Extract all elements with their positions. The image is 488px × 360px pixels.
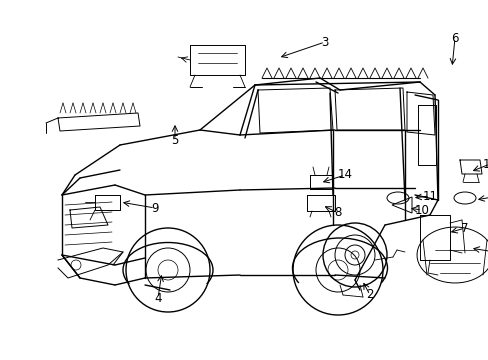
- Text: 2: 2: [366, 288, 373, 302]
- Text: 7: 7: [460, 221, 468, 234]
- Text: 13: 13: [482, 158, 488, 171]
- Text: 11: 11: [422, 189, 437, 202]
- Text: 8: 8: [334, 207, 341, 220]
- Text: 6: 6: [450, 31, 458, 45]
- Text: 9: 9: [151, 202, 159, 215]
- Text: 3: 3: [321, 36, 328, 49]
- Text: 10: 10: [414, 203, 428, 216]
- Text: 4: 4: [154, 292, 162, 305]
- Text: 5: 5: [171, 134, 178, 147]
- Text: 14: 14: [337, 168, 352, 181]
